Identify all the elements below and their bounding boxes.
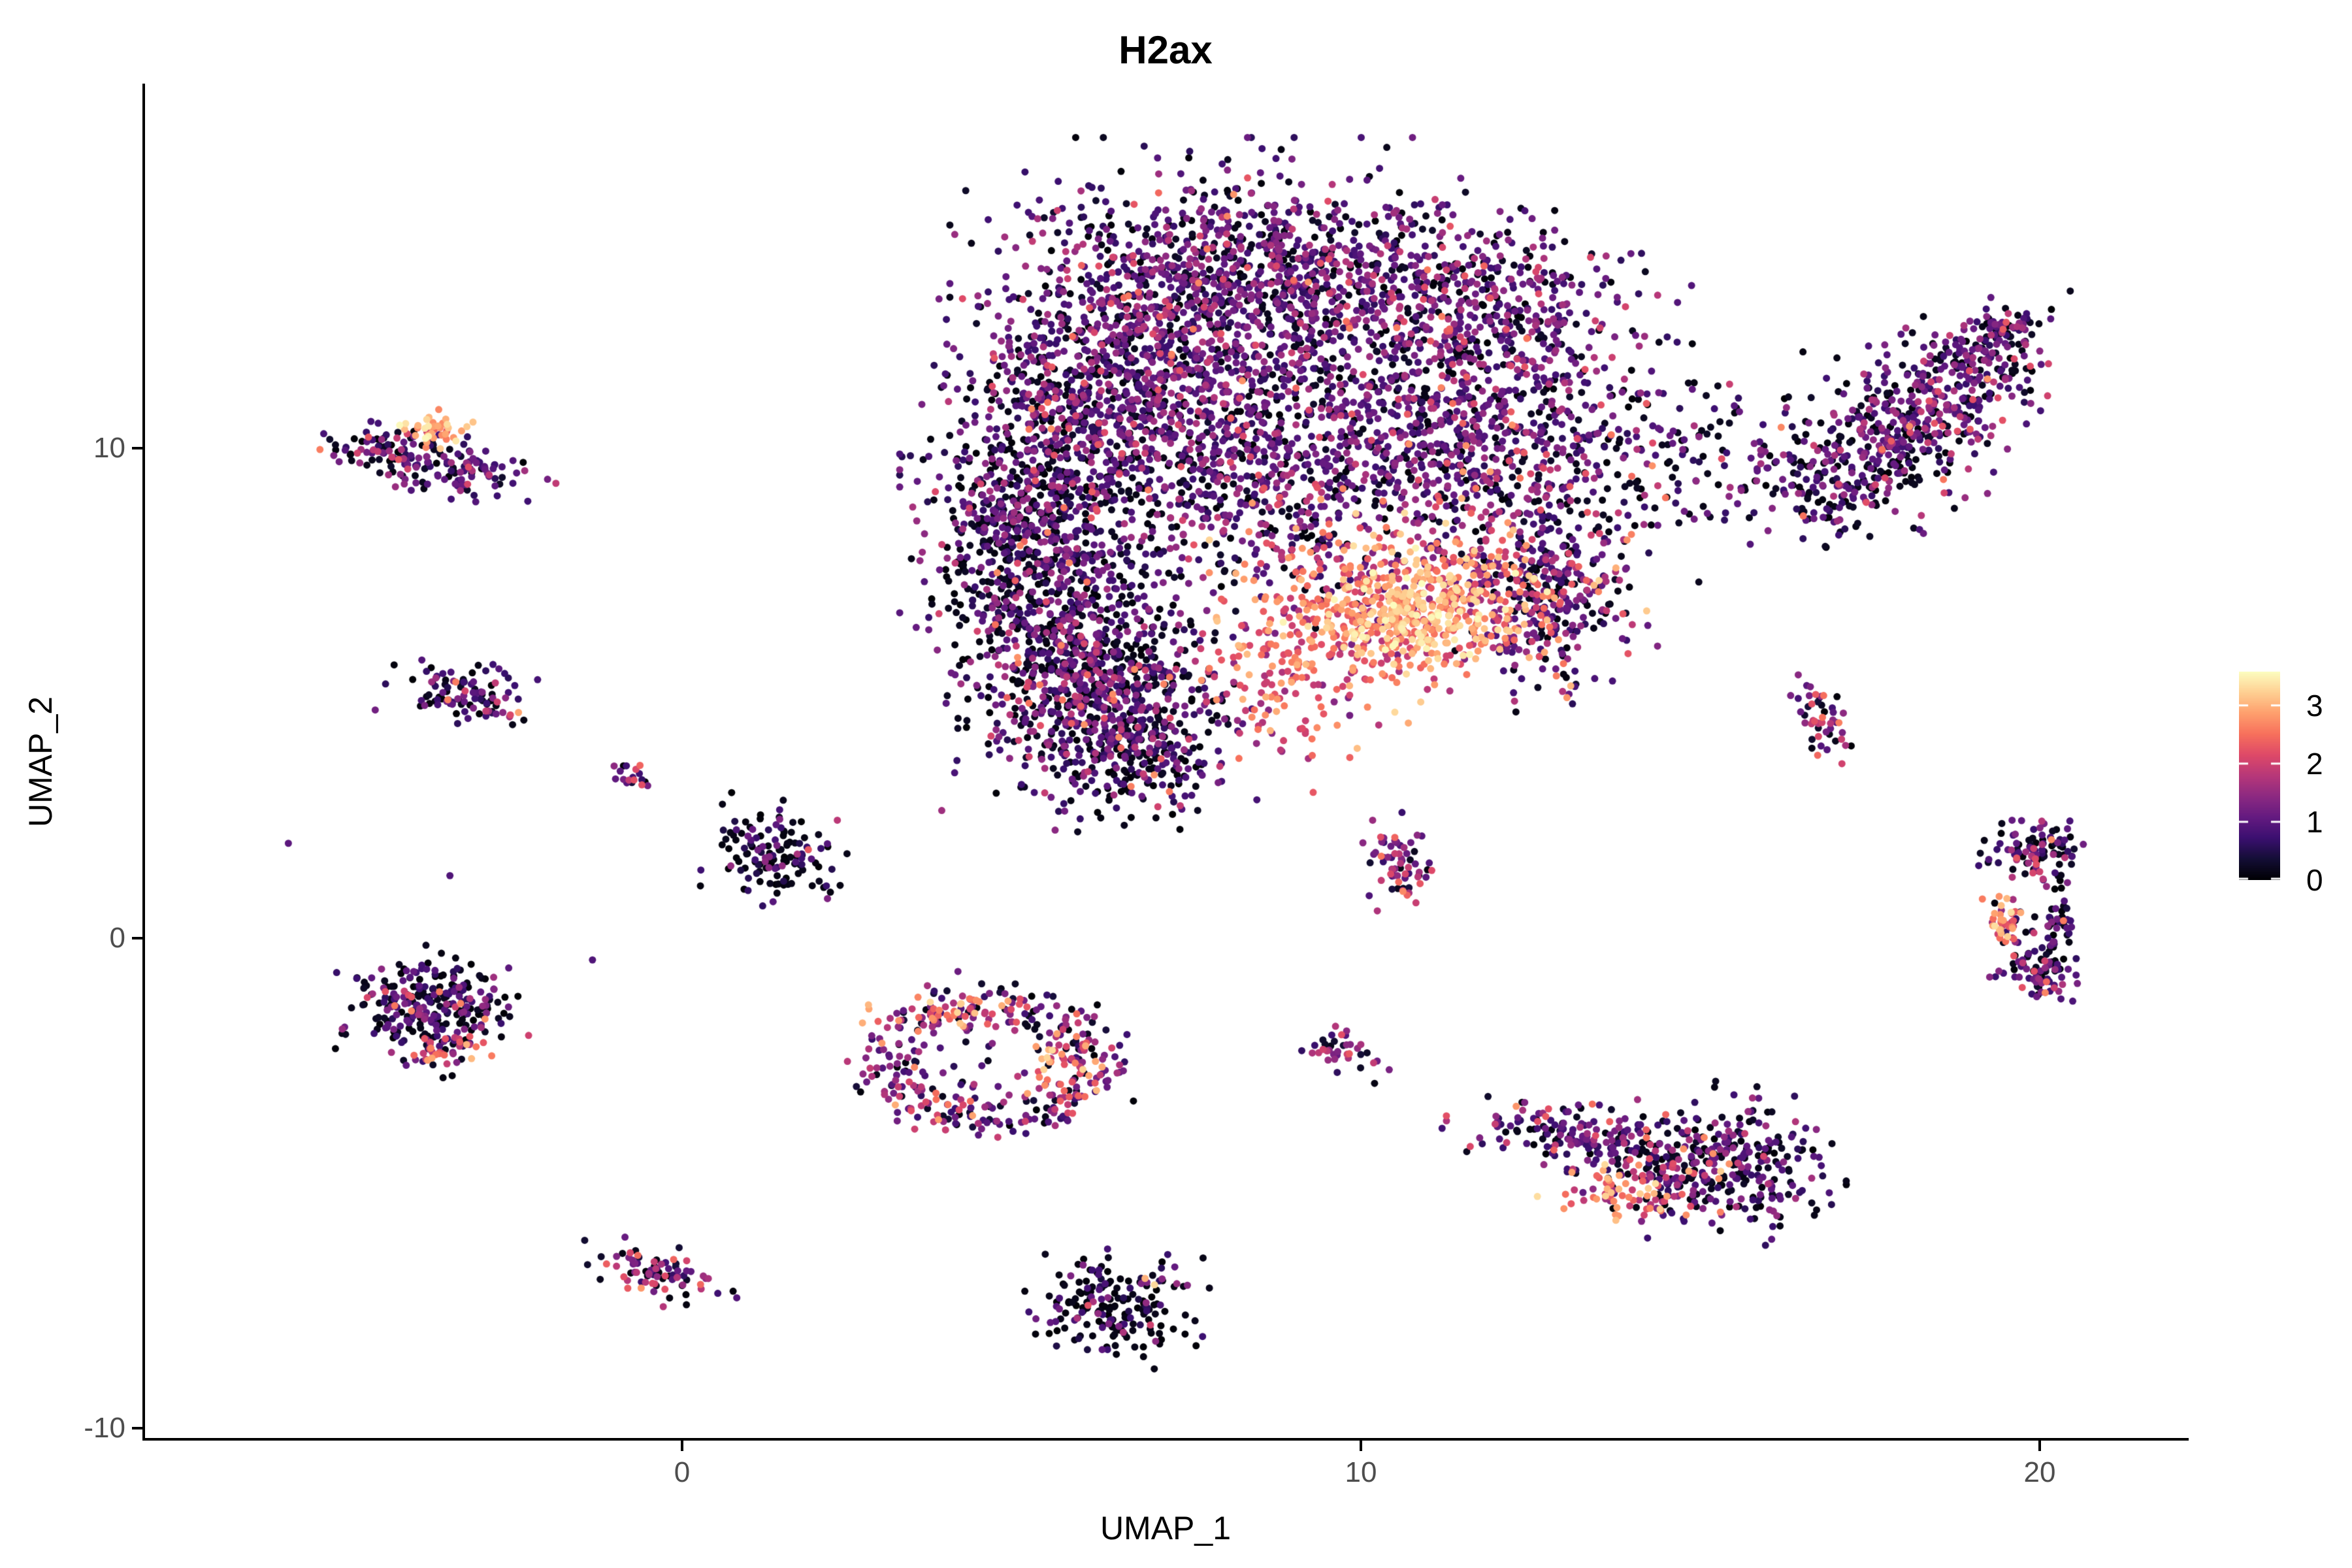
legend-tick-label: 0 xyxy=(2306,863,2323,897)
x-axis-line xyxy=(142,1438,2189,1441)
y-tick-mark xyxy=(132,936,144,939)
y-axis-line xyxy=(142,84,145,1441)
colorbar-gradient xyxy=(2239,672,2280,880)
legend-tick-label: 3 xyxy=(2306,688,2323,723)
y-tick-label: -10 xyxy=(84,1411,125,1444)
y-tick-mark xyxy=(132,1426,144,1429)
x-tick-mark xyxy=(1360,1439,1362,1451)
x-tick-label: 10 xyxy=(1345,1456,1377,1488)
x-tick-label: 20 xyxy=(2023,1456,2056,1488)
y-tick-mark xyxy=(132,446,144,449)
y-tick-label: 10 xyxy=(93,431,125,464)
y-axis-label: UMAP_2 xyxy=(22,696,59,828)
x-axis-label: UMAP_1 xyxy=(1100,1510,1232,1546)
legend-tick-label: 1 xyxy=(2306,804,2323,839)
y-tick-label: 0 xyxy=(109,921,125,954)
x-tick-mark xyxy=(2038,1439,2041,1451)
x-tick-label: 0 xyxy=(674,1456,691,1488)
x-tick-mark xyxy=(681,1439,683,1451)
legend-tick-label: 2 xyxy=(2306,746,2323,781)
